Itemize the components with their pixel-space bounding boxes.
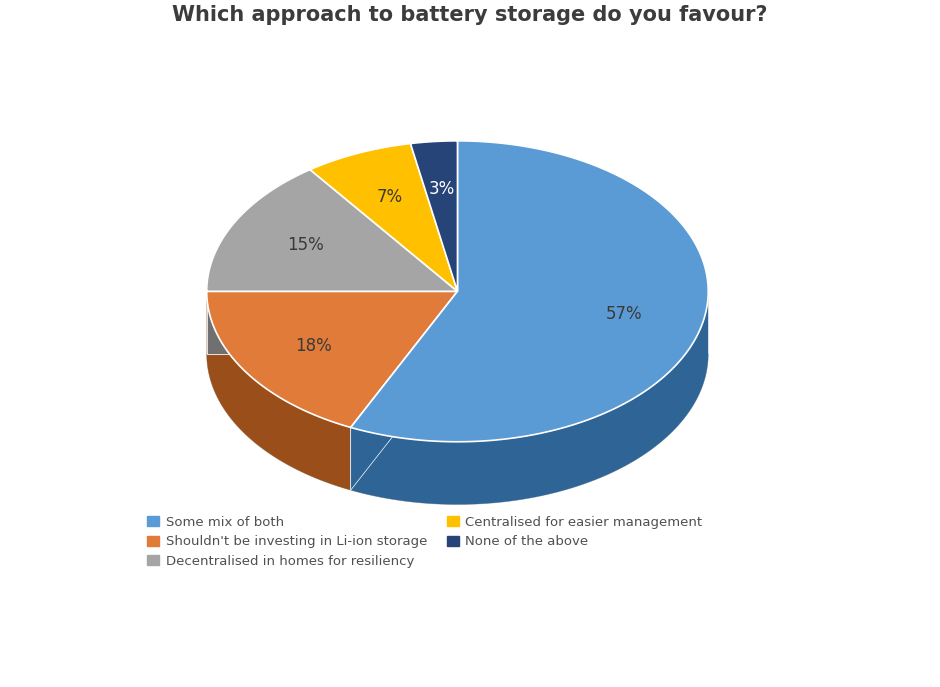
- Polygon shape: [207, 291, 458, 354]
- Polygon shape: [351, 141, 708, 442]
- Polygon shape: [207, 291, 458, 354]
- Polygon shape: [411, 141, 458, 291]
- Text: 3%: 3%: [429, 181, 455, 199]
- Polygon shape: [207, 291, 458, 427]
- Polygon shape: [351, 291, 458, 490]
- Text: 57%: 57%: [605, 304, 642, 323]
- Legend: Some mix of both, Shouldn't be investing in Li-ion storage, Decentralised in hom: Some mix of both, Shouldn't be investing…: [142, 510, 708, 573]
- Text: Which approach to battery storage do you favour?: Which approach to battery storage do you…: [172, 5, 768, 25]
- Polygon shape: [207, 291, 351, 490]
- Text: 7%: 7%: [377, 188, 403, 206]
- Text: 18%: 18%: [295, 337, 332, 355]
- Polygon shape: [351, 289, 708, 504]
- Text: 15%: 15%: [287, 236, 324, 254]
- Polygon shape: [310, 144, 458, 291]
- Polygon shape: [351, 291, 458, 490]
- Polygon shape: [207, 170, 458, 291]
